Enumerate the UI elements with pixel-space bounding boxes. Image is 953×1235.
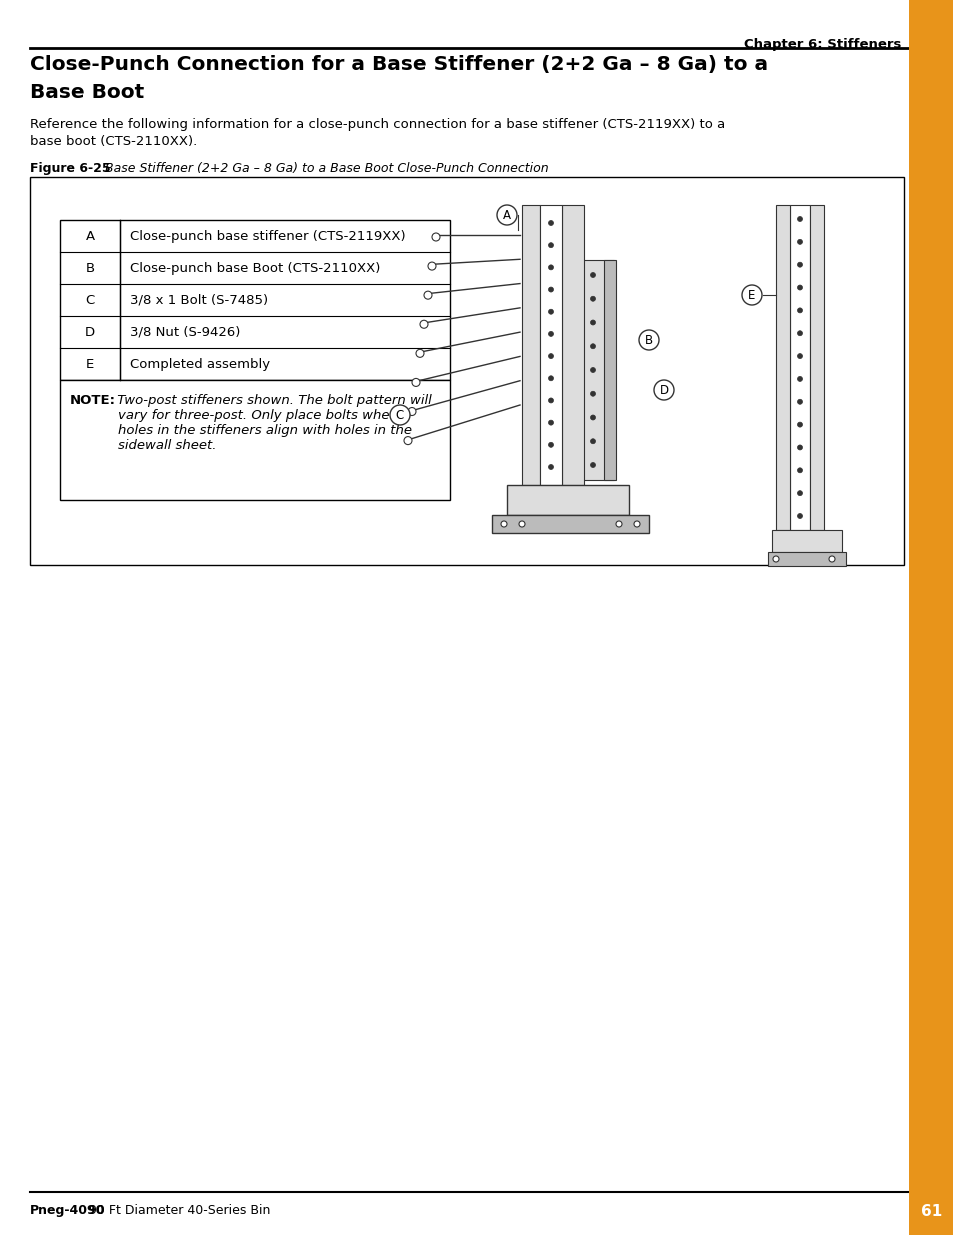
Circle shape <box>639 330 659 350</box>
Circle shape <box>797 308 801 312</box>
Text: C: C <box>395 409 404 421</box>
Text: 61: 61 <box>920 1204 942 1219</box>
Text: NOTE:: NOTE: <box>70 394 116 408</box>
Text: Reference the following information for a close-punch connection for a base stif: Reference the following information for … <box>30 119 724 148</box>
Circle shape <box>797 216 801 221</box>
Text: D: D <box>85 326 95 338</box>
Circle shape <box>590 415 595 420</box>
Circle shape <box>797 353 801 358</box>
Text: Chapter 6: Stiffeners: Chapter 6: Stiffeners <box>742 38 900 51</box>
Text: E: E <box>86 357 94 370</box>
Circle shape <box>428 262 436 270</box>
Text: Close-Punch Connection for a Base Stiffener (2+2 Ga – 8 Ga) to a: Close-Punch Connection for a Base Stiffe… <box>30 56 767 74</box>
Bar <box>767 552 845 566</box>
Circle shape <box>828 556 834 562</box>
Circle shape <box>548 264 553 270</box>
Circle shape <box>797 490 801 495</box>
Circle shape <box>797 445 801 450</box>
Circle shape <box>797 331 801 336</box>
Circle shape <box>518 521 524 527</box>
Text: holes in the stiffeners align with holes in the: holes in the stiffeners align with holes… <box>118 424 412 437</box>
Circle shape <box>412 378 419 387</box>
Bar <box>789 205 809 530</box>
Circle shape <box>408 408 416 415</box>
Text: Pneg-4090: Pneg-4090 <box>30 1204 105 1216</box>
Bar <box>603 261 616 480</box>
Circle shape <box>416 350 423 357</box>
Circle shape <box>797 262 801 267</box>
Text: Close-punch base Boot (CTS-2110XX): Close-punch base Boot (CTS-2110XX) <box>130 262 380 274</box>
Circle shape <box>741 285 761 305</box>
Circle shape <box>797 285 801 290</box>
Circle shape <box>590 343 595 348</box>
Circle shape <box>548 331 553 336</box>
Text: B: B <box>86 262 94 274</box>
Text: vary for three-post. Only place bolts where: vary for three-post. Only place bolts wh… <box>118 409 403 422</box>
Bar <box>908 0 953 1235</box>
Text: Two-post stiffeners shown. The bolt pattern will: Two-post stiffeners shown. The bolt patt… <box>112 394 432 408</box>
Bar <box>492 515 648 534</box>
Bar <box>60 220 450 380</box>
Circle shape <box>590 368 595 373</box>
Circle shape <box>797 514 801 519</box>
Text: C: C <box>85 294 94 306</box>
Circle shape <box>497 205 517 225</box>
Circle shape <box>590 438 595 443</box>
Circle shape <box>548 442 553 447</box>
Circle shape <box>797 468 801 473</box>
Text: A: A <box>502 209 511 221</box>
Circle shape <box>590 320 595 325</box>
Text: sidewall sheet.: sidewall sheet. <box>118 438 216 452</box>
Circle shape <box>797 422 801 427</box>
Text: D: D <box>659 384 668 396</box>
Text: 90 Ft Diameter 40-Series Bin: 90 Ft Diameter 40-Series Bin <box>85 1204 270 1216</box>
Text: E: E <box>747 289 755 301</box>
Text: B: B <box>644 333 653 347</box>
Circle shape <box>590 462 595 468</box>
Circle shape <box>548 309 553 314</box>
Circle shape <box>654 380 673 400</box>
Bar <box>561 205 583 485</box>
Bar <box>30 177 903 564</box>
Circle shape <box>548 243 553 248</box>
Bar <box>521 205 539 485</box>
Text: Close-punch base stiffener (CTS-2119XX): Close-punch base stiffener (CTS-2119XX) <box>130 230 405 242</box>
Circle shape <box>548 464 553 469</box>
Bar <box>506 485 628 515</box>
Circle shape <box>590 391 595 396</box>
Text: 3/8 x 1 Bolt (S-7485): 3/8 x 1 Bolt (S-7485) <box>130 294 268 306</box>
Text: Figure 6-25: Figure 6-25 <box>30 162 111 175</box>
Circle shape <box>772 556 779 562</box>
Circle shape <box>390 405 410 425</box>
Bar <box>775 205 789 530</box>
Circle shape <box>590 296 595 301</box>
Circle shape <box>548 221 553 226</box>
Circle shape <box>634 521 639 527</box>
Bar <box>581 261 614 480</box>
Text: Base Boot: Base Boot <box>30 83 144 103</box>
Circle shape <box>548 420 553 425</box>
Circle shape <box>797 399 801 404</box>
Text: 3/8 Nut (S-9426): 3/8 Nut (S-9426) <box>130 326 240 338</box>
Circle shape <box>419 320 428 329</box>
Circle shape <box>432 233 439 241</box>
Bar <box>809 205 823 530</box>
Circle shape <box>590 273 595 278</box>
Circle shape <box>423 291 432 299</box>
Text: Base Stiffener (2+2 Ga – 8 Ga) to a Base Boot Close-Punch Connection: Base Stiffener (2+2 Ga – 8 Ga) to a Base… <box>101 162 548 175</box>
Circle shape <box>548 287 553 291</box>
Circle shape <box>403 437 412 445</box>
Text: Completed assembly: Completed assembly <box>130 357 270 370</box>
Circle shape <box>548 375 553 380</box>
Circle shape <box>797 377 801 382</box>
Circle shape <box>500 521 506 527</box>
Text: A: A <box>86 230 94 242</box>
Bar <box>539 205 561 485</box>
Circle shape <box>616 521 621 527</box>
Circle shape <box>548 398 553 403</box>
Circle shape <box>548 353 553 358</box>
Bar <box>60 380 450 500</box>
Bar <box>771 530 841 552</box>
Circle shape <box>797 240 801 245</box>
